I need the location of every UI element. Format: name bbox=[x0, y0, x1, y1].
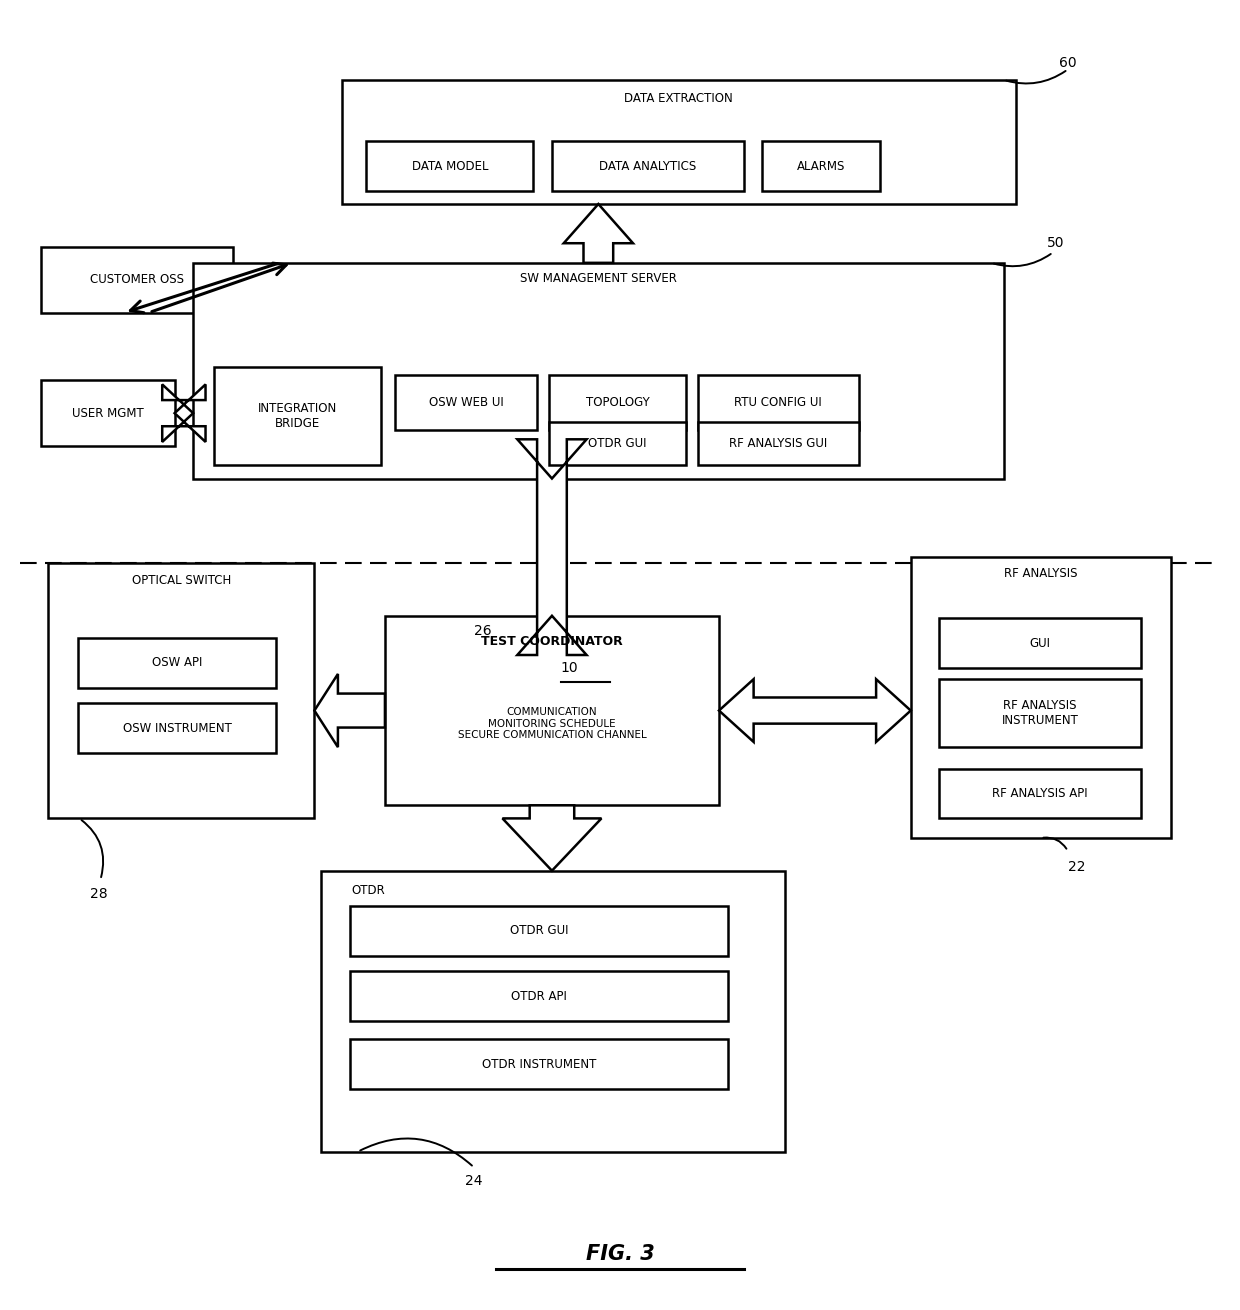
FancyBboxPatch shape bbox=[910, 557, 1171, 838]
FancyBboxPatch shape bbox=[939, 679, 1141, 747]
FancyBboxPatch shape bbox=[366, 141, 533, 191]
Polygon shape bbox=[502, 806, 601, 871]
FancyBboxPatch shape bbox=[215, 367, 381, 465]
FancyBboxPatch shape bbox=[384, 616, 719, 806]
FancyBboxPatch shape bbox=[939, 769, 1141, 819]
Text: 26: 26 bbox=[474, 625, 491, 638]
Text: INTEGRATION
BRIDGE: INTEGRATION BRIDGE bbox=[258, 402, 337, 431]
Text: RF ANALYSIS GUI: RF ANALYSIS GUI bbox=[729, 438, 827, 451]
Text: CUSTOMER OSS: CUSTOMER OSS bbox=[89, 274, 184, 287]
FancyBboxPatch shape bbox=[698, 422, 859, 465]
Polygon shape bbox=[162, 384, 206, 441]
FancyBboxPatch shape bbox=[698, 375, 859, 430]
Text: OSW INSTRUMENT: OSW INSTRUMENT bbox=[123, 722, 232, 735]
Text: OTDR GUI: OTDR GUI bbox=[588, 438, 647, 451]
Text: COMMUNICATION
MONITORING SCHEDULE
SECURE COMMUNICATION CHANNEL: COMMUNICATION MONITORING SCHEDULE SECURE… bbox=[458, 707, 646, 740]
Text: OSW API: OSW API bbox=[151, 656, 202, 669]
FancyBboxPatch shape bbox=[939, 618, 1141, 668]
Text: RF ANALYSIS API: RF ANALYSIS API bbox=[992, 787, 1087, 800]
Text: RF ANALYSIS
INSTRUMENT: RF ANALYSIS INSTRUMENT bbox=[1002, 698, 1079, 727]
Text: OTDR API: OTDR API bbox=[511, 989, 567, 1002]
Text: OPTICAL SWITCH: OPTICAL SWITCH bbox=[131, 574, 231, 587]
FancyBboxPatch shape bbox=[41, 380, 175, 445]
Text: 10: 10 bbox=[560, 662, 578, 675]
FancyBboxPatch shape bbox=[193, 263, 1003, 478]
Text: RTU CONFIG UI: RTU CONFIG UI bbox=[734, 396, 822, 409]
Polygon shape bbox=[564, 204, 632, 263]
FancyBboxPatch shape bbox=[78, 638, 277, 688]
Text: 22: 22 bbox=[1068, 859, 1085, 874]
Text: OTDR: OTDR bbox=[351, 884, 386, 897]
FancyBboxPatch shape bbox=[342, 80, 1016, 204]
FancyBboxPatch shape bbox=[321, 871, 785, 1151]
FancyBboxPatch shape bbox=[350, 907, 728, 956]
FancyBboxPatch shape bbox=[41, 248, 233, 313]
Text: OTDR GUI: OTDR GUI bbox=[510, 925, 568, 938]
Text: 24: 24 bbox=[465, 1174, 482, 1187]
FancyBboxPatch shape bbox=[552, 141, 744, 191]
FancyBboxPatch shape bbox=[48, 563, 315, 819]
FancyBboxPatch shape bbox=[549, 422, 686, 465]
Text: FIG. 3: FIG. 3 bbox=[585, 1243, 655, 1264]
FancyBboxPatch shape bbox=[549, 375, 686, 430]
FancyBboxPatch shape bbox=[78, 703, 277, 753]
FancyBboxPatch shape bbox=[350, 971, 728, 1020]
Polygon shape bbox=[315, 673, 384, 747]
Text: DATA MODEL: DATA MODEL bbox=[412, 160, 489, 173]
Text: 50: 50 bbox=[1047, 236, 1064, 250]
Polygon shape bbox=[719, 679, 910, 741]
FancyBboxPatch shape bbox=[763, 141, 880, 191]
Text: GUI: GUI bbox=[1029, 637, 1050, 650]
Text: DATA EXTRACTION: DATA EXTRACTION bbox=[625, 92, 733, 105]
Text: SW MANAGEMENT SERVER: SW MANAGEMENT SERVER bbox=[520, 272, 677, 286]
Text: TOPOLOGY: TOPOLOGY bbox=[585, 396, 650, 409]
Polygon shape bbox=[517, 439, 587, 655]
Text: 60: 60 bbox=[1059, 56, 1076, 69]
Text: OSW WEB UI: OSW WEB UI bbox=[429, 396, 503, 409]
FancyBboxPatch shape bbox=[394, 375, 537, 430]
FancyBboxPatch shape bbox=[350, 1039, 728, 1089]
Text: TEST COORDINATOR: TEST COORDINATOR bbox=[481, 635, 622, 648]
Text: DATA ANALYTICS: DATA ANALYTICS bbox=[599, 160, 697, 173]
Text: RF ANALYSIS: RF ANALYSIS bbox=[1004, 567, 1078, 580]
Text: USER MGMT: USER MGMT bbox=[72, 406, 144, 419]
Text: ALARMS: ALARMS bbox=[797, 160, 846, 173]
Text: OTDR INSTRUMENT: OTDR INSTRUMENT bbox=[482, 1057, 596, 1070]
Text: 28: 28 bbox=[91, 887, 108, 901]
